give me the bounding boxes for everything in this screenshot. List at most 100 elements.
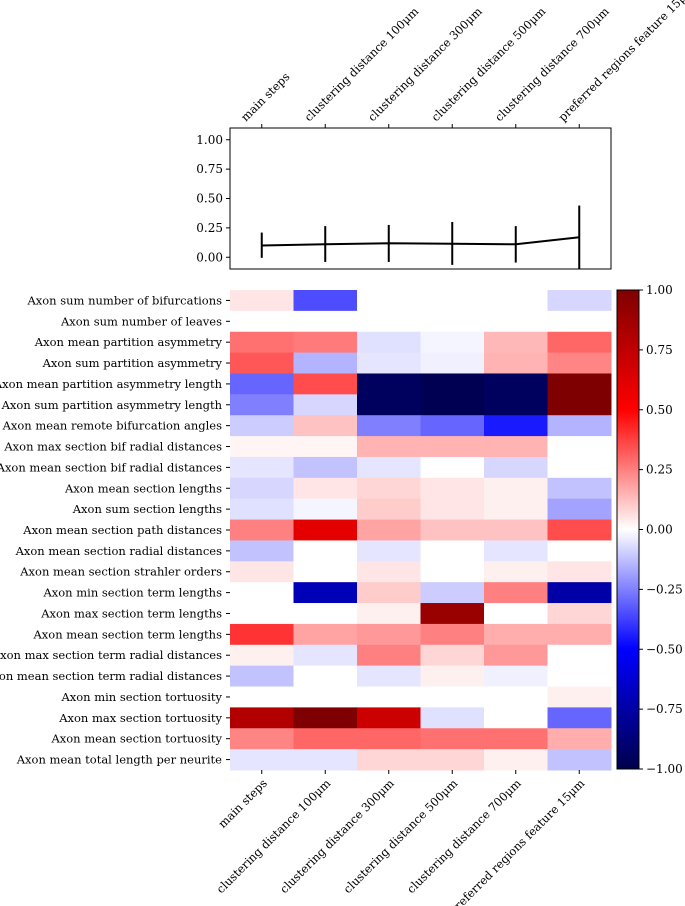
heatmap-cell — [357, 310, 421, 333]
heatmap-cell — [230, 310, 294, 333]
heatmap-cell — [357, 415, 421, 437]
heatmap-cell — [293, 707, 358, 729]
colorbar-gradient — [616, 289, 640, 770]
heatmap-cell — [420, 477, 485, 500]
heatmap-cell — [357, 352, 421, 374]
heatmap-cell — [547, 540, 612, 562]
colorbar-tick-label: 0.25 — [646, 463, 673, 477]
heatmap-cell — [293, 519, 358, 541]
heatmap-cell — [547, 728, 612, 750]
heatmap-cell — [547, 519, 612, 541]
heatmap-cell — [357, 394, 421, 416]
heatmap-cell — [293, 310, 358, 333]
heatmap-cell — [293, 331, 358, 354]
heatmap-cell — [420, 582, 485, 604]
heatmap-cell — [484, 290, 548, 312]
heatmap-cell — [484, 436, 548, 458]
heatmap-row-label: Axon mean total length per neurite — [16, 753, 222, 767]
heatmap-cell — [293, 290, 358, 312]
heatmap-cell — [484, 707, 548, 729]
heatmap-cell — [357, 707, 421, 729]
heatmap-cell — [420, 352, 485, 374]
line-chart-y-tick-label: 1.00 — [196, 133, 223, 147]
heatmap-cell — [420, 331, 485, 354]
heatmap-cell — [420, 290, 485, 312]
heatmap-cell — [357, 519, 421, 541]
heatmap-cell — [547, 436, 612, 458]
line-chart-frame — [229, 127, 612, 270]
line-chart-x-axis: main steps clustering distance 100μmclust… — [238, 0, 685, 128]
heatmap-row-label: Axon mean section radial distances — [15, 544, 222, 558]
heatmap-row-label: Axon min section tortuosity — [60, 690, 222, 704]
heatmap-cell — [293, 394, 358, 416]
heatmap-cell — [547, 331, 612, 354]
heatmap-cell — [230, 749, 294, 771]
heatmap-cell — [357, 561, 421, 583]
line-chart-y-axis: 0.00 0.25 0.50 0.75 1.00 — [196, 133, 230, 264]
error-line-chart: 0.000.250.500.751.00 main steps clusterin… — [196, 0, 685, 270]
heatmap-cell — [293, 728, 358, 750]
heatmap-row-label: Axon sum section lengths — [72, 502, 222, 516]
heatmap-cell — [420, 415, 485, 437]
colorbar-tick-label: −1.00 — [646, 762, 683, 776]
heatmap-cell — [420, 456, 485, 479]
heatmap-cell — [230, 352, 294, 374]
heatmap-cell — [357, 456, 421, 479]
heatmap-cell — [293, 561, 358, 583]
heatmap-cell — [293, 352, 358, 374]
heatmap-cell — [230, 415, 294, 437]
heatmap-cell — [420, 686, 485, 708]
heatmap-cell — [230, 728, 294, 750]
heatmap-cell — [547, 352, 612, 374]
heatmap-cell — [357, 290, 421, 312]
heatmap-cell — [357, 623, 421, 646]
heatmap-cell — [293, 749, 358, 771]
heatmap-cell — [230, 540, 294, 562]
heatmap-cell — [547, 290, 612, 312]
heatmap-cell — [230, 519, 294, 541]
heatmap-column-label: clustering distance 300μm — [277, 776, 397, 896]
heatmap-cell — [293, 540, 358, 562]
colorbar-tick-label: 1.00 — [646, 283, 673, 297]
heatmap-row-label: Axon max section term lengths — [40, 606, 222, 620]
heatmap-cell — [230, 331, 294, 354]
heatmap-cell — [357, 540, 421, 562]
line-chart-x-tick-label: clustering distance 700μm — [492, 4, 612, 124]
heatmap-cell — [357, 686, 421, 708]
heatmap-cell — [420, 540, 485, 562]
heatmap-cell — [357, 644, 421, 667]
line-chart-y-tick-label: 0.50 — [196, 192, 223, 206]
heatmap-cell — [230, 561, 294, 583]
heatmap-cell — [293, 686, 358, 708]
heatmap-cell — [293, 477, 358, 500]
heatmap-row-label: Axon mean remote bifurcation angles — [2, 419, 223, 433]
heatmap-cell — [230, 456, 294, 479]
heatmap-cell — [357, 665, 421, 688]
colorbar-ticks: 1.00 0.75 0.50 0.25 0.00 −0.25 −0.50 −0.75 −1.00 — [639, 283, 683, 776]
heatmap-cell — [230, 477, 294, 500]
heatmap-cell — [420, 310, 485, 333]
heatmap-cell — [484, 519, 548, 541]
heatmap-cell — [484, 331, 548, 354]
heatmap-cell — [230, 436, 294, 458]
heatmap-cell — [484, 498, 548, 521]
heatmap-row-label: Axon mean section tortuosity — [50, 732, 222, 746]
colorbar-tick-label: 0.00 — [646, 523, 673, 537]
heatmap-cell — [484, 623, 548, 646]
heatmap-cell — [357, 436, 421, 458]
heatmap-cell — [420, 707, 485, 729]
mean-line — [261, 236, 580, 247]
colorbar-tick-label: 0.75 — [646, 343, 673, 357]
heatmap-column-label: clustering distance 500μm — [341, 776, 461, 896]
heatmap-cell — [230, 290, 294, 312]
heatmap-cell — [230, 623, 294, 646]
heatmap-cell — [547, 310, 612, 333]
colorbar: 1.00 0.75 0.50 0.25 0.00 −0.25 −0.50 −0.75 −1.00 — [616, 283, 683, 776]
heatmap-cell — [484, 477, 548, 500]
heatmap-column-label: main steps — [215, 776, 270, 831]
heatmap-cell — [547, 477, 612, 500]
heatmap-cell — [484, 561, 548, 583]
heatmap-cell — [357, 728, 421, 750]
heatmap-cell — [420, 749, 485, 771]
